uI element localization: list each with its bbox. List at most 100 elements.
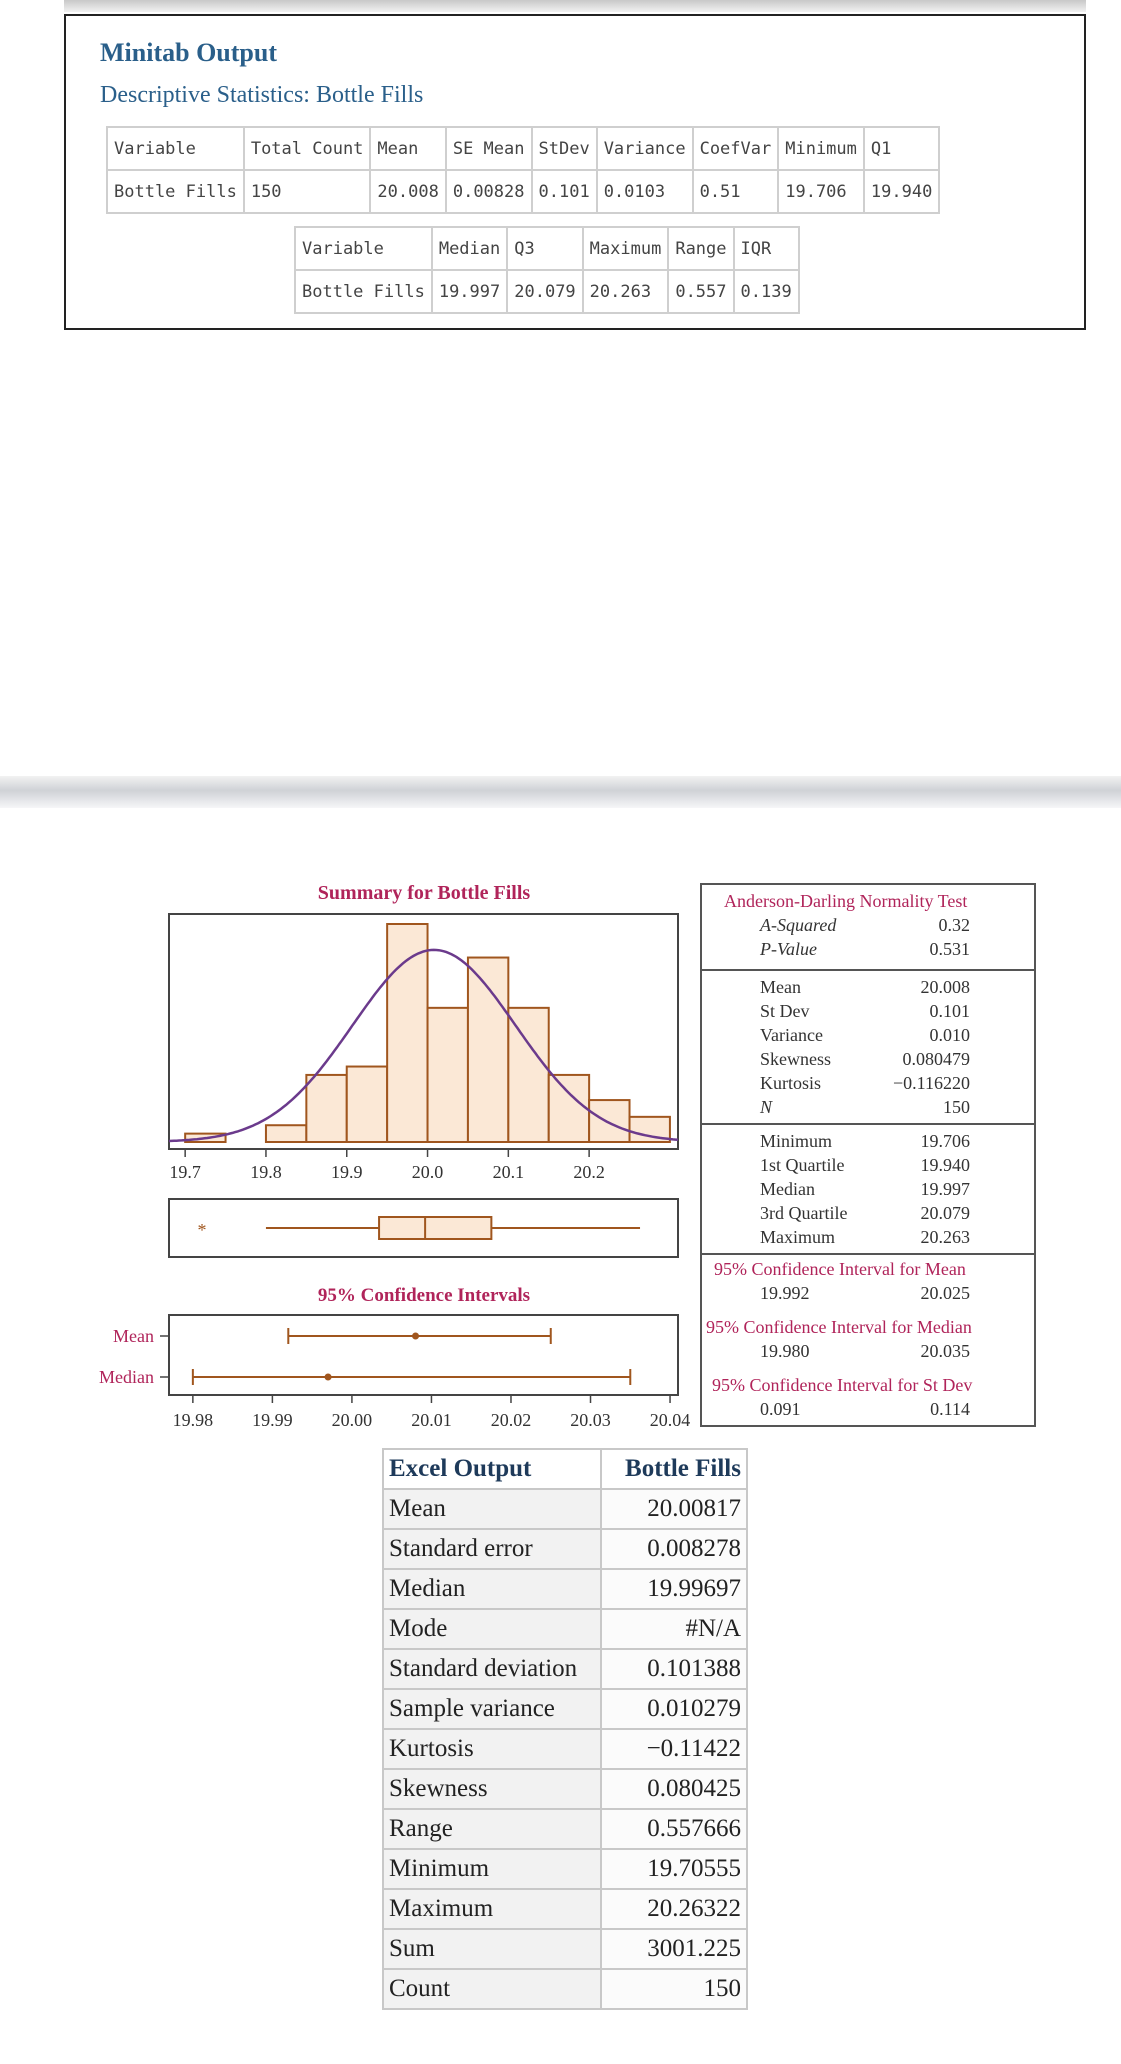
minitab-title: Minitab Output (100, 38, 277, 67)
cell: Bottle Fills (294, 269, 433, 314)
histogram-bar (264, 1124, 308, 1144)
ci-x-tick-label: 20.03 (570, 1410, 611, 1430)
table-row: Minimum 19.70555 (382, 1848, 748, 1890)
row-value: 20.26322 (600, 1888, 748, 1930)
ci-median-title: 95% Confidence Interval for Median (706, 1317, 972, 1337)
row-label: Range (382, 1808, 602, 1850)
table-header-row: Variable Total Count Mean SE Mean StDev … (106, 126, 941, 171)
x-tick-label: 19.9 (331, 1162, 363, 1182)
stat-value: 20.079 (920, 1203, 971, 1223)
stat-value: −0.116220 (893, 1073, 970, 1093)
stat-value: 19.997 (920, 1179, 971, 1199)
cell: 0.139 (732, 269, 800, 314)
table-row: Mode #N/A (382, 1608, 748, 1650)
page-separator (0, 776, 1121, 808)
pvalue-label: P-Value (760, 939, 817, 959)
cell: 0.557 (667, 269, 735, 314)
row-value: 0.010279 (600, 1688, 748, 1730)
stat-label: 1st Quartile (760, 1155, 845, 1175)
header-cell: Variable (294, 226, 433, 271)
row-label: Sum (382, 1928, 602, 1970)
table-row: Standard deviation 0.101388 (382, 1648, 748, 1690)
row-label: Minimum (382, 1848, 602, 1890)
histogram-bar (466, 956, 510, 1143)
row-label: Maximum (382, 1888, 602, 1930)
header-cell: CoefVar (691, 126, 780, 171)
table-row: Sum 3001.225 (382, 1928, 748, 1970)
boxplot-box (378, 1216, 493, 1240)
histogram-bar (426, 1006, 469, 1143)
row-label: Count (382, 1968, 602, 2010)
stats-summary-box: Anderson-Darling Normality Test A-Square… (700, 883, 1036, 1427)
ci-median-low: 19.980 (760, 1341, 810, 1361)
histogram-bar (386, 923, 429, 1143)
x-tick-label: 19.8 (250, 1162, 282, 1182)
x-tick-label: 20.1 (493, 1162, 525, 1182)
ci-x-tick-label: 19.99 (252, 1410, 293, 1430)
table-row: Skewness 0.080425 (382, 1768, 748, 1810)
table-header-row: Variable Median Q3 Maximum Range IQR (294, 226, 800, 271)
histogram-bar (305, 1073, 348, 1143)
header-cell: Q3 (506, 226, 584, 271)
ci-x-tick-label: 19.98 (173, 1410, 214, 1430)
row-label: Kurtosis (382, 1728, 602, 1770)
stat-value: 20.008 (920, 977, 971, 997)
cell: 19.940 (862, 169, 941, 214)
row-label: Standard error (382, 1528, 602, 1570)
cell: Bottle Fills (106, 169, 245, 214)
ci-mean-label: Mean (113, 1326, 154, 1346)
table-row: Bottle Fills 150 20.008 0.00828 0.101 0.… (106, 169, 941, 214)
row-value: 0.101388 (600, 1648, 748, 1690)
boxplot-frame (168, 1198, 679, 1258)
header-cell: Range (667, 226, 735, 271)
row-label: Mean (382, 1488, 602, 1530)
pvalue-value: 0.531 (929, 939, 971, 959)
histogram-bars (184, 923, 671, 1144)
table-row: Sample variance 0.010279 (382, 1688, 748, 1730)
table-row: Mean 20.00817 (382, 1488, 748, 1530)
row-label: Sample variance (382, 1688, 602, 1730)
header-cell: Excel Output (382, 1448, 602, 1490)
summary-chart-title: Summary for Bottle Fills (318, 882, 531, 904)
cell: 0.0103 (595, 169, 694, 214)
header-cell: Q1 (862, 126, 941, 171)
stat-label: N (760, 1097, 773, 1117)
cell: 150 (242, 169, 372, 214)
ci-sd-high: 0.114 (930, 1399, 970, 1419)
header-cell: Minimum (777, 126, 865, 171)
row-label: Standard deviation (382, 1648, 602, 1690)
stat-label: 3rd Quartile (760, 1203, 848, 1223)
row-value: 0.080425 (600, 1768, 748, 1810)
ci-mean-title: 95% Confidence Interval for Mean (714, 1259, 966, 1279)
header-cell: Total Count (242, 126, 372, 171)
cell: 0.51 (691, 169, 780, 214)
row-label: Mode (382, 1608, 602, 1650)
table-row: Count 150 (382, 1968, 748, 2010)
table-row: Range 0.557666 (382, 1808, 748, 1850)
table-header-row: Excel Output Bottle Fills (382, 1448, 748, 1490)
histogram-bar (345, 1065, 389, 1144)
row-label: Skewness (382, 1768, 602, 1810)
header-cell: Variable (106, 126, 245, 171)
histogram-bar (507, 1006, 550, 1143)
header-cell: Variance (595, 126, 694, 171)
cell: 19.706 (777, 169, 865, 214)
ci-sd-low: 0.091 (760, 1399, 801, 1419)
ci-x-tick-label: 20.02 (491, 1410, 532, 1430)
row-value: 20.00817 (600, 1488, 748, 1530)
summary-chart: Summary for Bottle Fills 19.7 19.8 19.9 20.… (99, 882, 690, 1430)
ci-mean-low: 19.992 (760, 1283, 810, 1303)
table-row: Median 19.99697 (382, 1568, 748, 1610)
stat-label: Variance (760, 1025, 823, 1045)
row-value: 0.557666 (600, 1808, 748, 1850)
header-cell: Mean (369, 126, 447, 171)
cell: 19.997 (430, 269, 509, 314)
ci-median-label: Median (99, 1367, 154, 1387)
minitab-subtitle: Descriptive Statistics: Bottle Fills (100, 82, 424, 108)
cell: 20.079 (506, 269, 584, 314)
cell: 20.263 (581, 269, 670, 314)
header-cell: StDev (530, 126, 598, 171)
row-value: #N/A (600, 1608, 748, 1650)
table-row: Bottle Fills 19.997 20.079 20.263 0.557 … (294, 269, 800, 314)
stat-value: 20.263 (920, 1227, 971, 1247)
